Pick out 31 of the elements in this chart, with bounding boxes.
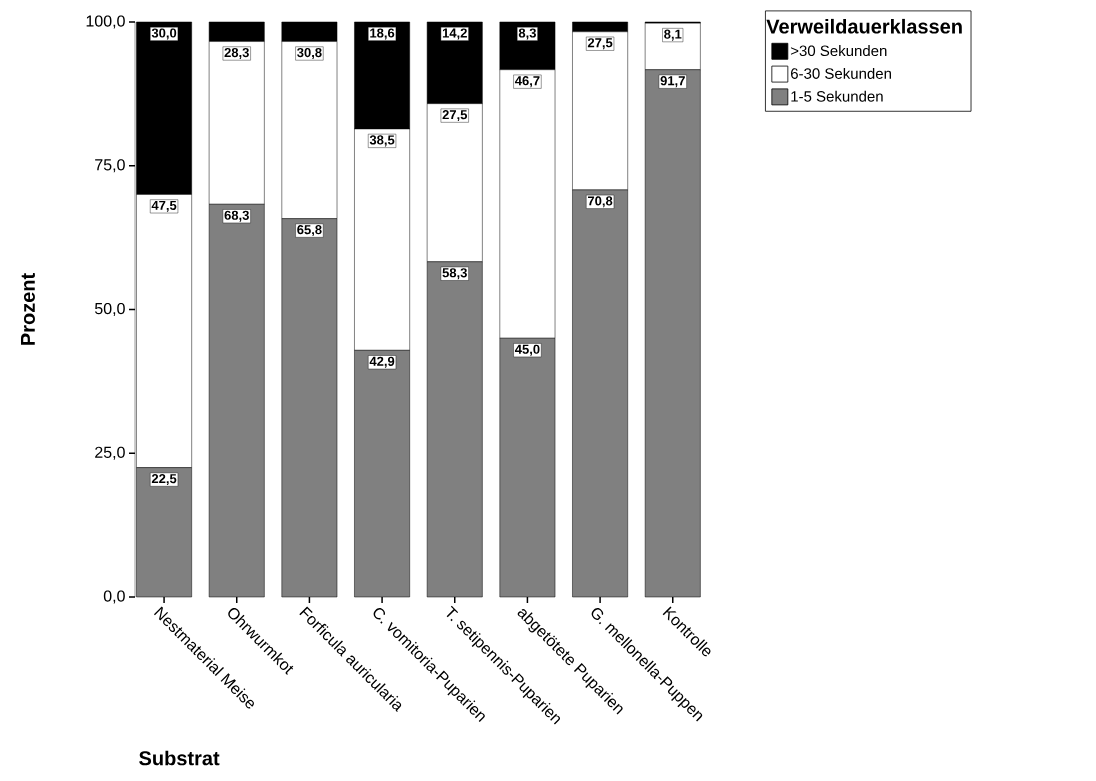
data-label: 8,1 <box>664 29 682 41</box>
data-label: 18,6 <box>370 28 395 40</box>
data-label: 30,0 <box>151 28 177 40</box>
data-label: 22,5 <box>151 474 177 486</box>
y-axis-title: Prozent <box>21 273 35 345</box>
data-label: 28,3 <box>224 47 249 60</box>
legend-label: 1-5 Sekunden <box>791 90 883 102</box>
data-label: 70,8 <box>588 196 613 208</box>
y-tick-label: 25,0 <box>95 446 125 460</box>
data-label: 58,3 <box>442 268 467 280</box>
data-label: 30,8 <box>297 47 322 60</box>
data-label: 68,3 <box>224 210 249 222</box>
legend-label: 6-30 Sekunden <box>791 67 891 79</box>
data-label: 42,9 <box>369 356 395 368</box>
data-label: 38,5 <box>369 135 395 147</box>
data-label: 65,8 <box>297 225 322 237</box>
data-label: 46,7 <box>514 76 540 88</box>
y-tick-label: 50,0 <box>94 302 125 317</box>
data-label: 27,5 <box>442 110 468 122</box>
data-label: 45,0 <box>514 344 540 356</box>
data-label: 14,2 <box>442 28 467 40</box>
legend-label: >30 Sekunden <box>790 45 887 57</box>
data-label: 8,3 <box>518 28 536 40</box>
x-axis-title: Substrat <box>139 750 220 766</box>
legend-title: Verweildauerklassen <box>766 18 962 34</box>
data-label: 91,7 <box>660 76 685 88</box>
data-label: 47,5 <box>151 200 177 212</box>
y-tick-label: 100,0 <box>86 15 125 29</box>
y-tick-label: 75,0 <box>95 159 125 173</box>
data-label: 27,5 <box>587 38 613 50</box>
y-tick-label: 0,0 <box>103 590 125 604</box>
